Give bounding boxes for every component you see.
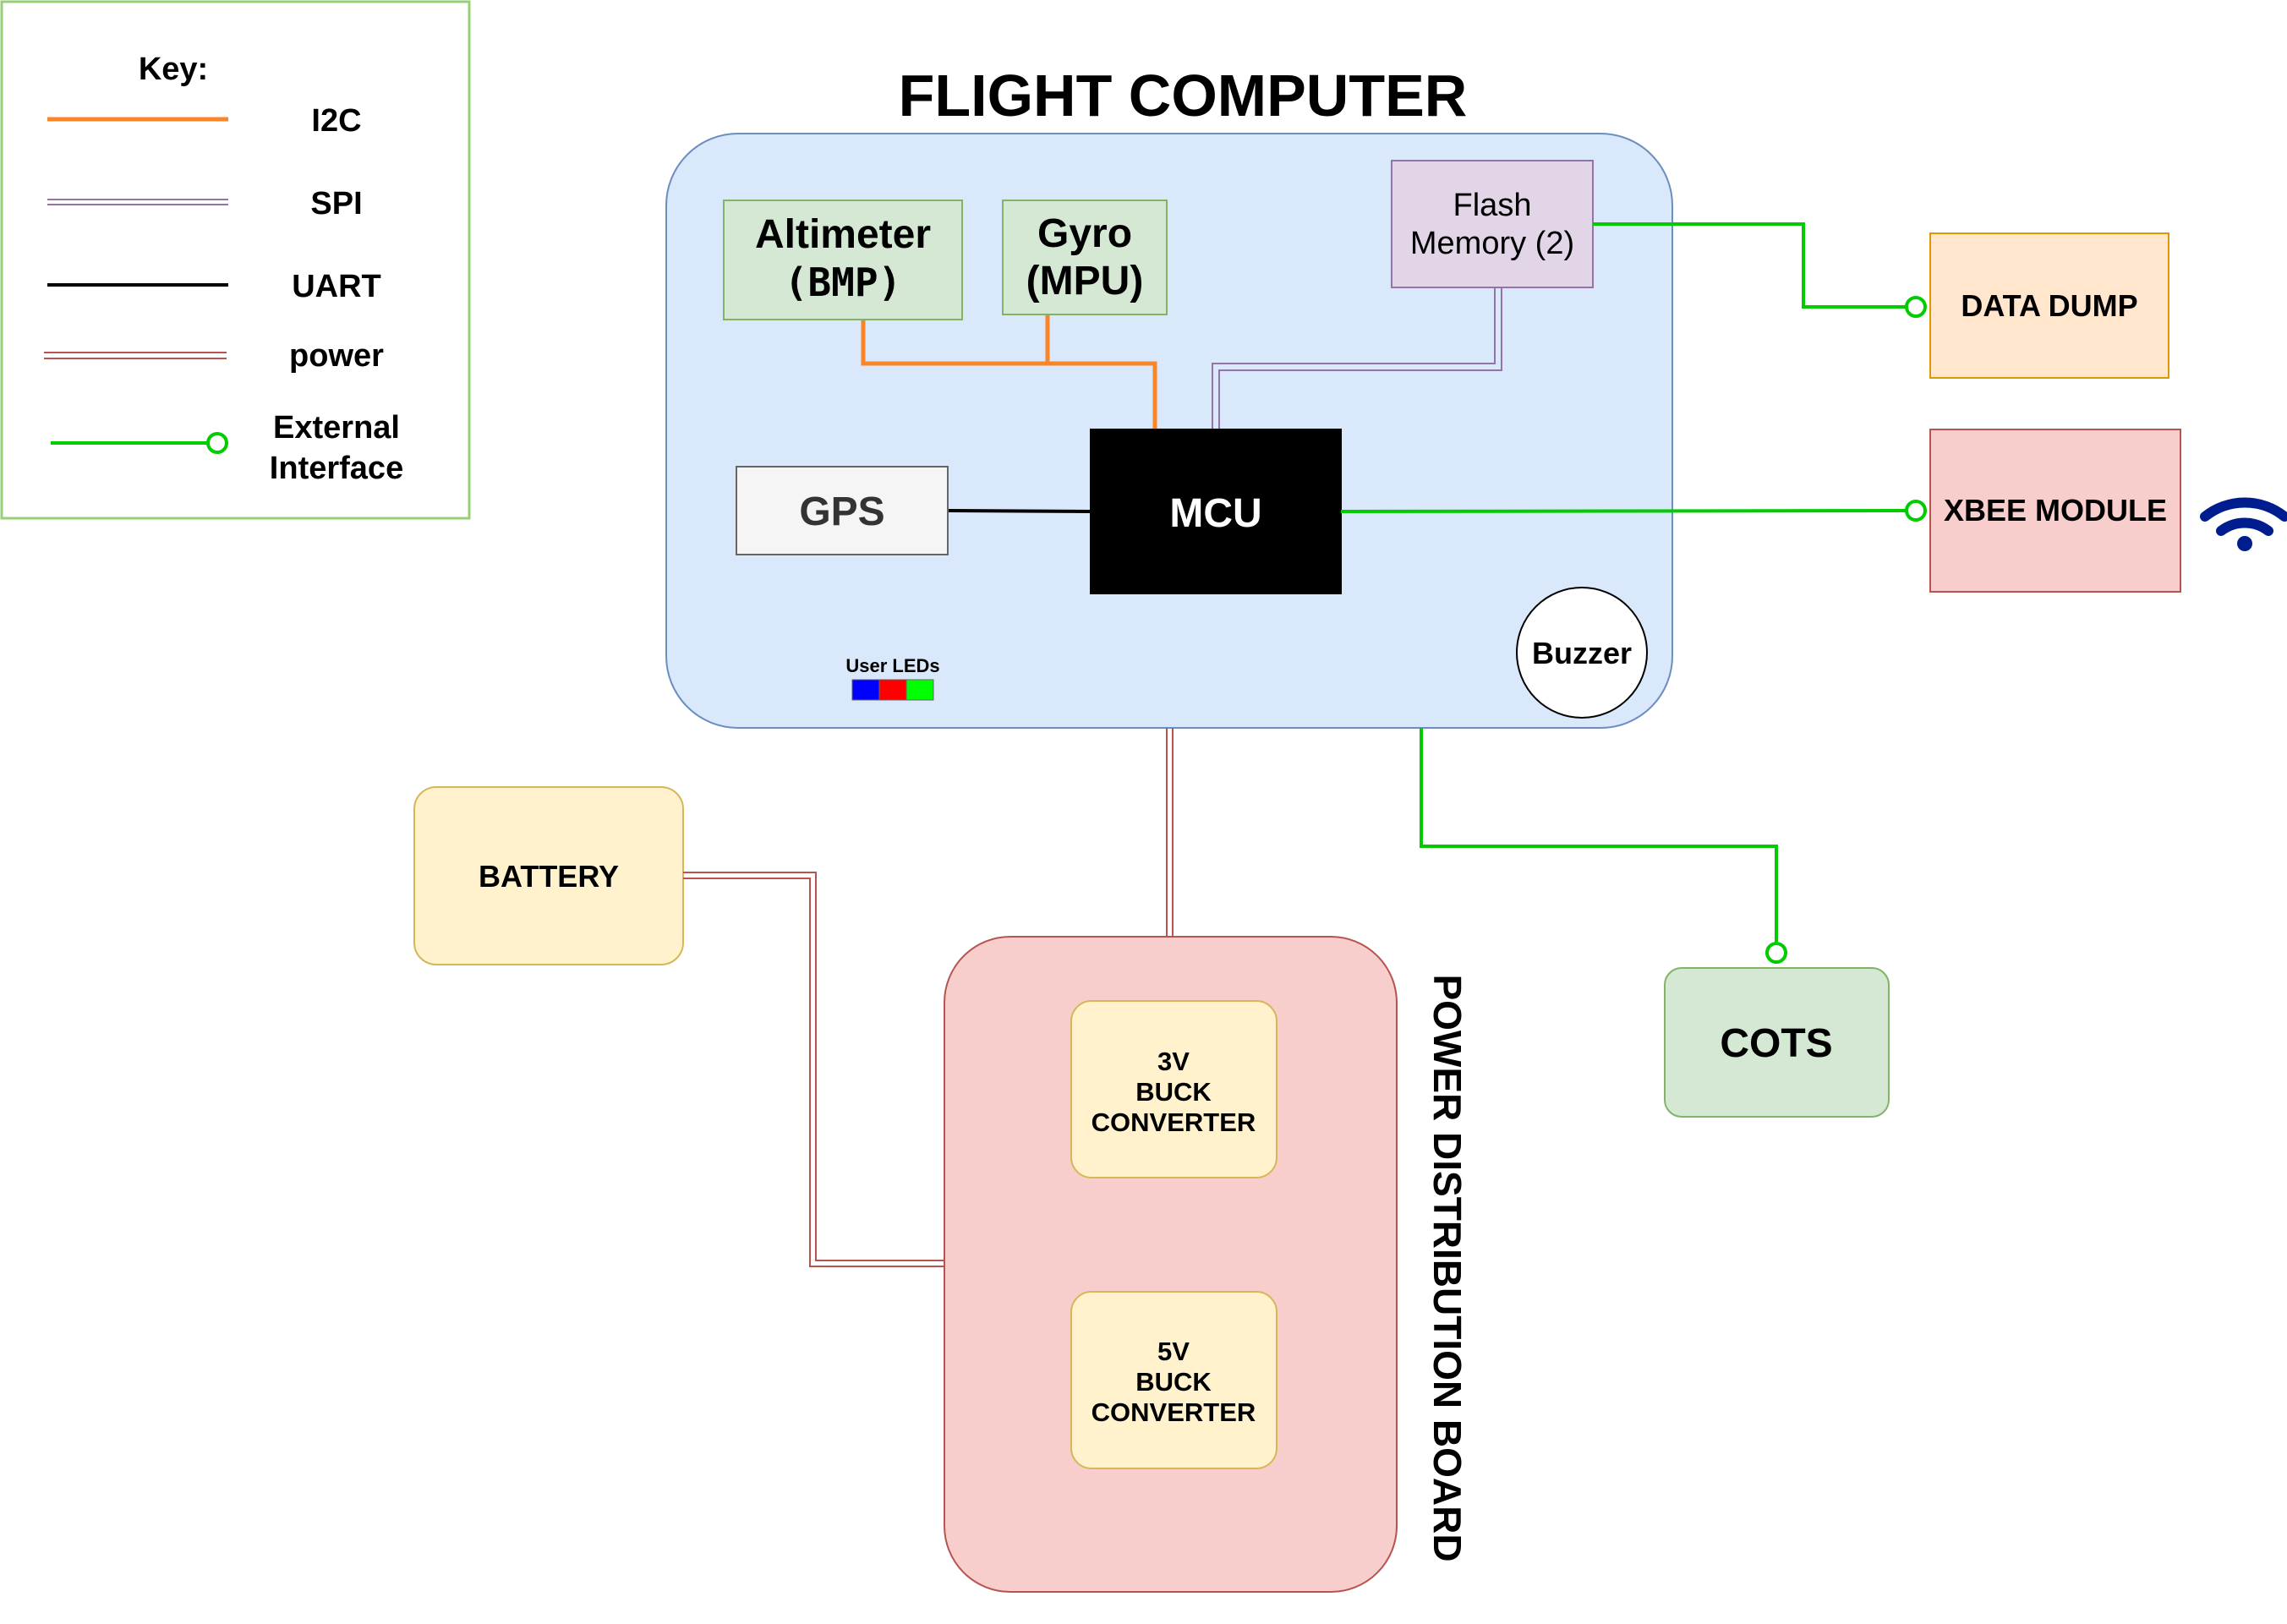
legend-title: Key: xyxy=(139,52,208,87)
legend-i2c-label: I2C xyxy=(311,103,361,139)
altimeter-part-label: (BMP) xyxy=(785,260,901,305)
flash-memory-label-2: Memory (2) xyxy=(1410,226,1574,261)
user-led-red xyxy=(878,679,907,701)
user-led-green xyxy=(905,679,934,701)
buck-3v-label-2: BUCK xyxy=(1135,1077,1212,1107)
legend-external-label-2: Interface xyxy=(270,451,403,486)
cots-label: COTS xyxy=(1720,1021,1832,1066)
power-battery-line-a xyxy=(683,872,944,1261)
xbee-module-label: XBEE MODULE xyxy=(1944,493,2167,528)
gyro-box xyxy=(1002,200,1168,315)
wifi-icon xyxy=(2200,497,2287,551)
buck-3v-box xyxy=(1070,1000,1278,1178)
legend-box xyxy=(0,0,471,520)
buck-5v-box xyxy=(1070,1291,1278,1469)
buck-5v-label-3: CONVERTER xyxy=(1092,1397,1256,1427)
legend-external-label-1: External xyxy=(273,410,400,446)
data-dump-label: DATA DUMP xyxy=(1961,288,2137,323)
gps-box xyxy=(736,466,949,555)
fc-cots-line xyxy=(1420,728,1778,943)
gps-label: GPS xyxy=(799,489,884,534)
legend-uart-label: UART xyxy=(292,269,381,304)
user-leds-label: User LEDs xyxy=(845,655,939,676)
power-board-title: POWER DISTRIBUTION BOARD xyxy=(1425,974,1469,1561)
xbee-module-box xyxy=(1929,429,2181,593)
altimeter-label: Altimeter xyxy=(755,212,931,257)
legend-external-endpoint xyxy=(206,432,228,454)
i2c-connections xyxy=(861,314,1157,429)
cots-endpoint xyxy=(1765,942,1787,964)
spi-line-b xyxy=(1218,287,1502,429)
battery-label: BATTERY xyxy=(479,859,619,894)
flight-computer-title: FLIGHT COMPUTER xyxy=(899,63,1468,128)
buck-5v-label-1: 5V xyxy=(1157,1337,1190,1366)
wifi-arc-middle xyxy=(2216,517,2273,536)
power-battery-line-b xyxy=(683,878,944,1267)
legend: Key: I2C SPI UART power External Interfa… xyxy=(0,0,471,520)
buck-3v-label-1: 3V xyxy=(1157,1047,1190,1076)
data-dump-endpoint xyxy=(1905,296,1927,318)
buck-5v-label-2: BUCK xyxy=(1135,1367,1212,1397)
flash-data-dump-line xyxy=(1593,222,1907,309)
user-led-blue xyxy=(851,679,880,701)
gyro-part-label: (MPU) xyxy=(1026,259,1144,303)
buck-3v-label-3: CONVERTER xyxy=(1092,1107,1256,1137)
spi-line-a xyxy=(1212,287,1496,429)
gyro-label: Gyro xyxy=(1037,211,1132,256)
buzzer-label: Buzzer xyxy=(1532,636,1632,670)
battery-box xyxy=(413,786,684,965)
mcu-box xyxy=(1090,429,1342,594)
data-dump-box xyxy=(1929,232,2169,379)
wifi-arc-outer xyxy=(2200,497,2287,522)
legend-power-label: power xyxy=(289,338,384,374)
i2c-altimeter-line xyxy=(861,319,1157,429)
wifi-dot xyxy=(2237,536,2252,551)
spi-connection xyxy=(1212,287,1502,429)
cots-box xyxy=(1664,967,1890,1118)
mcu-label: MCU xyxy=(1169,491,1261,536)
flash-memory-box xyxy=(1391,160,1594,288)
legend-spi-label: SPI xyxy=(310,186,362,221)
altimeter-box xyxy=(723,200,963,320)
power-distribution-board xyxy=(944,936,1398,1593)
xbee-endpoint xyxy=(1905,500,1927,522)
flash-memory-label-1: Flash xyxy=(1453,188,1532,223)
buzzer-circle xyxy=(1516,587,1648,719)
